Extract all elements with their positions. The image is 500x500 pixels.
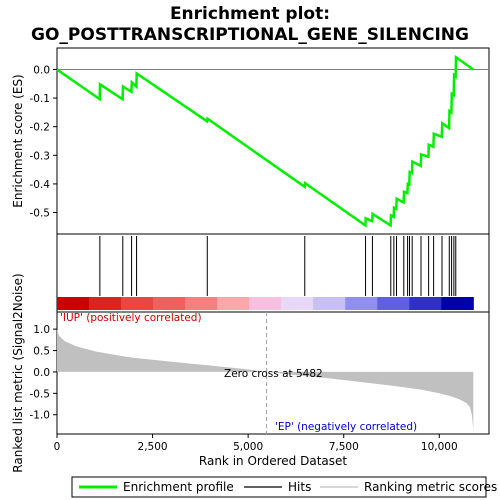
hit-lines (99, 236, 457, 296)
metric-panel-frame (56, 311, 490, 435)
rank-heat-bar (57, 297, 474, 310)
ranking-metric-area (57, 329, 474, 430)
heat-bar-segment (409, 297, 442, 310)
es-y-tick-label: -0.3 (30, 150, 51, 162)
heat-bar-segment (249, 297, 282, 310)
heat-bar-segment (153, 297, 186, 310)
x-tick-label: 2,500 (138, 441, 168, 453)
heat-bar-segment (345, 297, 378, 310)
metric-y-tick-label: 0.5 (33, 346, 50, 358)
metric-y-tick-label: -1.0 (30, 410, 51, 422)
heat-bar-segment (121, 297, 154, 310)
x-tick-label: 0 (54, 441, 61, 453)
heat-bar-segment (217, 297, 250, 310)
es-y-axis-label: Enrichment score (ES) (11, 74, 25, 207)
chart-title-line2: GO_POSTTRANSCRIPTIONAL_GENE_SILENCING (31, 25, 469, 45)
zero-cross-label: Zero cross at 5482 (224, 368, 323, 380)
es-panel-frame (56, 47, 490, 235)
positive-correlation-label: 'IUP' (positively correlated) (60, 312, 202, 324)
metric-y-axis-label: Ranked list metric (Signal2Noise) (11, 273, 25, 472)
heat-bar-segment (89, 297, 122, 310)
x-tick-label: 7,500 (329, 441, 359, 453)
legend-enrichment-label: Enrichment profile (123, 480, 234, 494)
legend-ranking-label: Ranking metric scores (364, 480, 497, 494)
legend-hits-label: Hits (288, 480, 311, 494)
es-y-tick-label: -0.5 (30, 208, 51, 220)
metric-y-tick-label: 0.0 (33, 367, 50, 379)
metric-y-ticks: 1.0 0.5 0.0 -0.5 -1.0 (30, 324, 57, 422)
x-axis-label: Rank in Ordered Dataset (199, 454, 347, 468)
es-y-ticks: 0.0 -0.1 -0.2 -0.3 -0.4 -0.5 (30, 64, 57, 220)
heat-bar-segment (57, 297, 90, 310)
es-y-tick-label: 0.0 (33, 64, 50, 76)
x-tick-label: 5,000 (233, 441, 263, 453)
heat-bar-segment (281, 297, 314, 310)
heat-bar-segment (377, 297, 410, 310)
metric-y-tick-label: 1.0 (33, 324, 50, 336)
metric-y-tick-label: -0.5 (30, 388, 51, 400)
es-y-tick-label: -0.1 (30, 93, 51, 105)
x-axis-ticks: 0 2,500 5,000 7,500 10,000 (54, 434, 458, 453)
chart-title-line1: Enrichment plot: (170, 4, 330, 24)
es-y-tick-label: -0.2 (30, 122, 51, 134)
negative-correlation-label: 'EP' (negatively correlated) (275, 421, 417, 433)
heat-bar-segment (441, 297, 474, 310)
heat-bar-segment (313, 297, 346, 310)
heat-bar-segment (185, 297, 218, 310)
es-y-tick-label: -0.4 (30, 179, 51, 191)
x-tick-label: 10,000 (421, 441, 458, 453)
enrichment-profile-line (56, 55, 475, 228)
